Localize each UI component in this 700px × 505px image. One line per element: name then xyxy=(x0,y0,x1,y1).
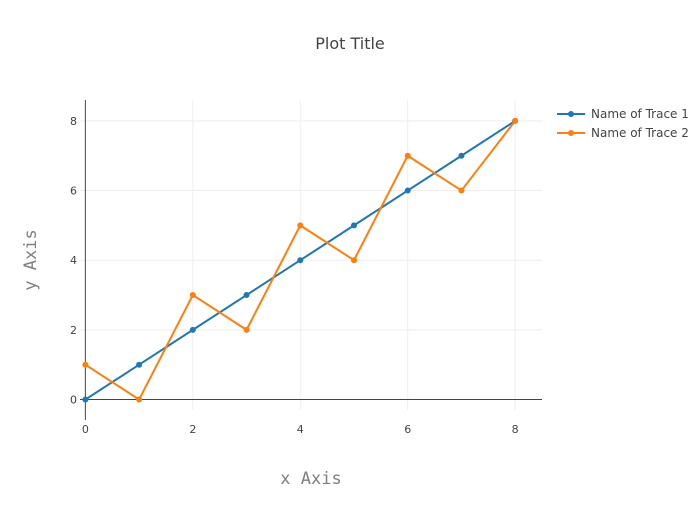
x-axis-title: x Axis xyxy=(280,469,341,489)
series-layer xyxy=(82,117,519,403)
x-tick-label: 2 xyxy=(189,423,196,436)
data-point-trace-1[interactable] xyxy=(243,292,250,299)
x-tick-label: 0 xyxy=(82,423,89,436)
y-tick-label: 6 xyxy=(70,185,77,198)
data-point-trace-2[interactable] xyxy=(512,117,519,124)
data-point-trace-1[interactable] xyxy=(458,152,465,159)
y-tick-label: 0 xyxy=(70,394,77,407)
series-trace-2[interactable] xyxy=(82,117,519,403)
y-tick-label: 8 xyxy=(70,115,77,128)
data-point-trace-1[interactable] xyxy=(82,396,89,403)
legend-swatch-marker-trace-1 xyxy=(568,111,574,117)
y-axis-title: y Axis xyxy=(21,229,41,290)
grid-layer xyxy=(80,100,542,410)
tick-layer: 0 2 4 6 8 0 2 4 6 8 xyxy=(70,115,519,436)
data-point-trace-2[interactable] xyxy=(136,396,143,403)
legend-label-trace-2: Name of Trace 2 xyxy=(591,126,689,140)
data-point-trace-2[interactable] xyxy=(82,361,89,368)
legend-label-trace-1: Name of Trace 1 xyxy=(591,107,689,121)
data-point-trace-2[interactable] xyxy=(189,292,196,299)
data-point-trace-2[interactable] xyxy=(404,152,411,159)
data-point-trace-2[interactable] xyxy=(243,326,250,333)
y-tick-label: 2 xyxy=(70,324,77,337)
y-tick-label: 4 xyxy=(70,254,77,267)
data-point-trace-2[interactable] xyxy=(458,187,465,194)
x-tick-label: 4 xyxy=(297,423,304,436)
x-tick-label: 6 xyxy=(404,423,411,436)
chart-title: Plot Title xyxy=(315,34,385,53)
data-point-trace-1[interactable] xyxy=(350,222,357,229)
legend[interactable]: Name of Trace 1 Name of Trace 2 xyxy=(557,107,689,140)
legend-item-trace-2[interactable]: Name of Trace 2 xyxy=(557,126,689,140)
data-point-trace-1[interactable] xyxy=(297,257,304,264)
data-point-trace-1[interactable] xyxy=(189,326,196,333)
data-point-trace-2[interactable] xyxy=(297,222,304,229)
data-point-trace-1[interactable] xyxy=(404,187,411,194)
x-tick-label: 8 xyxy=(512,423,519,436)
legend-swatch-marker-trace-2 xyxy=(568,130,574,136)
data-point-trace-2[interactable] xyxy=(350,257,357,264)
legend-item-trace-1[interactable]: Name of Trace 1 xyxy=(557,107,689,121)
data-point-trace-1[interactable] xyxy=(136,361,143,368)
